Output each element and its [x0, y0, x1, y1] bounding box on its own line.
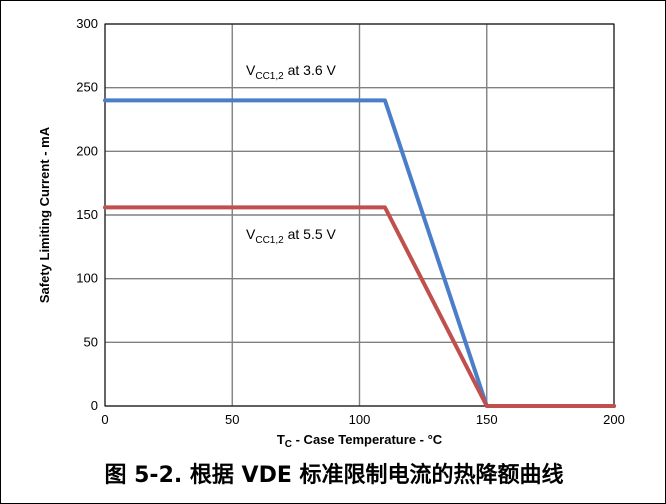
x-tick-label-0: 0 [101, 412, 108, 427]
series-line-5v5 [103, 205, 616, 408]
x-axis-title-sub: C [285, 439, 292, 450]
grid [104, 23, 615, 407]
x-axis-title: TC - Case Temperature - °C [277, 432, 443, 450]
y-tick-label-200: 200 [76, 143, 98, 158]
y-tick-label-100: 100 [76, 271, 98, 286]
y-axis-title: Safety Limiting Current - mA [37, 126, 52, 303]
series-label-5v5: VCC1,2 at 5.5 V [246, 226, 337, 246]
x-tick-label-50: 50 [225, 412, 239, 427]
series-label-5v5-main: V [246, 226, 256, 242]
tick-layer: 0 50 100 150 200 0 50 100 150 200 250 300 [76, 16, 625, 427]
x-tick-label-200: 200 [603, 412, 625, 427]
y-tick-label-150: 150 [76, 207, 98, 222]
series-label-5v5-rest: at 5.5 V [284, 226, 337, 242]
series-label-3v6-main: V [246, 62, 256, 78]
y-tick-label-0: 0 [91, 398, 98, 413]
y-tick-label-300: 300 [76, 16, 98, 31]
y-tick-label-250: 250 [76, 80, 98, 95]
plot-area-frame [104, 23, 615, 407]
x-axis-title-rest: - Case Temperature - °C [292, 432, 443, 447]
series-label-5v5-sub: CC1,2 [255, 235, 284, 246]
x-axis-title-main: T [277, 432, 285, 447]
series-label-3v6-sub: CC1,2 [255, 71, 284, 82]
series-layer [103, 98, 616, 408]
x-tick-label-100: 100 [349, 412, 371, 427]
series-label-3v6-rest: at 3.6 V [284, 62, 337, 78]
y-tick-label-50: 50 [84, 334, 98, 349]
series-label-3v6: VCC1,2 at 3.6 V [246, 62, 337, 82]
x-tick-label-150: 150 [476, 412, 498, 427]
figure-caption: 图 5-2. 根据 VDE 标准限制电流的热降额曲线 [104, 462, 563, 488]
